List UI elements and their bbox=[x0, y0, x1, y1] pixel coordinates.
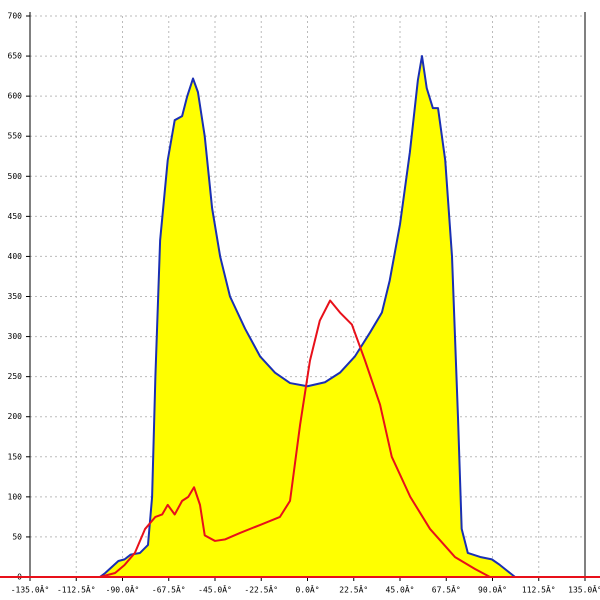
series-line bbox=[99, 299, 491, 578]
y-tick-label: 50 bbox=[12, 532, 22, 541]
x-tick-label: 135.0Â° bbox=[568, 584, 600, 595]
x-tick-label: -135.0Â° bbox=[11, 584, 50, 595]
y-tick-label: 550 bbox=[8, 132, 23, 141]
x-tick-label: -67.5Â° bbox=[152, 584, 186, 595]
x-tick-label: 67.5Â° bbox=[432, 584, 461, 595]
y-tick-label: 400 bbox=[8, 252, 23, 261]
y-tick-label: 100 bbox=[8, 492, 23, 501]
x-tick-label: -45.0Â° bbox=[198, 584, 232, 595]
y-tick-label: 350 bbox=[8, 292, 23, 301]
y-tick-label: 450 bbox=[8, 212, 23, 221]
y-tick-label: 150 bbox=[8, 452, 23, 461]
y-tick-label: 650 bbox=[8, 52, 23, 61]
x-tick-label: 45.0Â° bbox=[386, 584, 415, 595]
y-tick-label: 300 bbox=[8, 332, 23, 341]
y-tick-label: 600 bbox=[8, 92, 23, 101]
x-tick-label: 22.5Â° bbox=[339, 584, 368, 595]
y-tick-label: 700 bbox=[8, 12, 23, 21]
series-line bbox=[99, 55, 516, 578]
y-tick-label: 250 bbox=[8, 372, 23, 381]
x-tick-label: -90.0Â° bbox=[106, 584, 140, 595]
x-tick-label: 112.5Â° bbox=[522, 584, 556, 595]
x-tick-label: -112.5Â° bbox=[57, 584, 96, 595]
area bbox=[99, 56, 516, 578]
x-tick-label: -22.5Â° bbox=[244, 584, 278, 595]
y-tick-label: 200 bbox=[8, 412, 23, 421]
x-tick-label: 90.0Â° bbox=[478, 584, 507, 595]
x-tick-label: 0.0Â° bbox=[295, 584, 319, 595]
y-tick-label: 500 bbox=[8, 172, 23, 181]
